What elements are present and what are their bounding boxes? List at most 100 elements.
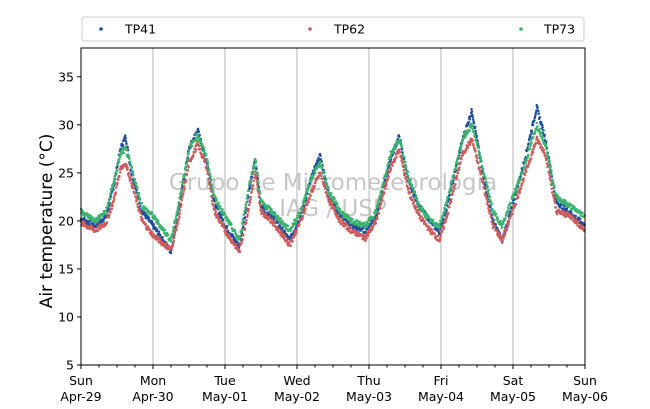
data-point xyxy=(413,191,417,194)
x-tick-date-label: May-04 xyxy=(418,389,464,404)
data-point xyxy=(379,202,383,206)
data-point xyxy=(385,168,389,171)
data-point xyxy=(491,208,494,212)
data-point xyxy=(319,154,322,158)
data-point xyxy=(410,183,414,187)
data-point xyxy=(238,250,242,254)
data-point xyxy=(382,181,386,184)
data-point xyxy=(251,167,255,170)
data-point xyxy=(400,158,404,162)
data-point xyxy=(243,216,247,219)
data-point xyxy=(241,238,244,241)
data-point xyxy=(365,237,368,240)
data-point xyxy=(545,147,548,151)
y-tick-label: 30 xyxy=(58,117,74,132)
data-point xyxy=(176,205,180,209)
data-point xyxy=(289,244,292,247)
data-point xyxy=(187,165,190,169)
data-point xyxy=(507,222,510,226)
data-point xyxy=(404,161,407,164)
data-point xyxy=(246,215,249,218)
data-point xyxy=(494,223,497,226)
data-point xyxy=(387,175,390,178)
data-point xyxy=(301,214,305,218)
data-point xyxy=(550,183,553,187)
data-point xyxy=(370,228,374,232)
data-point xyxy=(380,200,383,204)
data-point xyxy=(182,175,186,179)
data-point xyxy=(180,190,183,193)
data-point xyxy=(456,171,460,175)
data-point xyxy=(471,113,474,117)
data-point xyxy=(542,151,546,154)
data-point xyxy=(539,130,543,134)
data-point xyxy=(313,169,317,173)
data-point xyxy=(404,175,407,179)
data-point xyxy=(489,215,493,218)
data-point xyxy=(171,232,174,235)
data-point xyxy=(143,211,146,214)
data-point xyxy=(366,222,370,225)
data-point xyxy=(114,186,118,189)
series-TP73 xyxy=(79,121,586,243)
data-point xyxy=(375,210,378,214)
data-point xyxy=(136,203,139,206)
data-point xyxy=(121,143,125,147)
data-point xyxy=(298,223,301,226)
data-point xyxy=(362,233,366,236)
data-point xyxy=(402,165,405,169)
data-point xyxy=(177,217,180,221)
data-point xyxy=(404,165,408,169)
data-point xyxy=(222,224,226,228)
data-point xyxy=(520,182,524,186)
data-point xyxy=(223,212,227,216)
data-point xyxy=(411,186,415,190)
data-point xyxy=(141,218,144,221)
data-point xyxy=(258,189,262,193)
data-point xyxy=(403,163,407,167)
data-point xyxy=(372,223,375,227)
data-point xyxy=(486,203,490,207)
data-point xyxy=(234,243,238,246)
data-point xyxy=(519,175,522,178)
x-tick-date-label: May-06 xyxy=(562,389,608,404)
data-point xyxy=(198,144,201,148)
data-point xyxy=(574,218,578,221)
data-point xyxy=(196,127,200,131)
data-point xyxy=(240,230,243,233)
data-point xyxy=(546,154,549,157)
data-point xyxy=(470,107,473,111)
data-point xyxy=(450,179,454,183)
data-point xyxy=(306,188,310,192)
data-point xyxy=(137,191,141,195)
data-point xyxy=(171,242,175,246)
data-point xyxy=(212,203,215,207)
y-tick-label: 25 xyxy=(58,165,74,180)
data-point xyxy=(127,171,131,175)
data-point xyxy=(478,151,481,155)
data-point xyxy=(104,212,108,216)
data-point xyxy=(525,159,528,162)
data-point xyxy=(510,202,513,205)
series-points xyxy=(79,104,586,255)
data-point xyxy=(412,202,415,205)
data-point xyxy=(519,187,523,190)
data-point xyxy=(208,169,211,172)
data-point xyxy=(204,153,208,157)
data-point xyxy=(243,209,247,213)
data-point xyxy=(523,165,526,169)
data-point xyxy=(174,215,178,218)
data-point xyxy=(229,236,232,239)
data-point xyxy=(194,148,198,152)
data-point xyxy=(511,212,514,215)
data-point xyxy=(314,181,317,185)
legend-marker-TP41 xyxy=(99,27,103,31)
x-tick-day-label: Sat xyxy=(503,373,524,388)
data-point xyxy=(179,193,182,196)
data-point xyxy=(389,153,393,157)
data-point xyxy=(252,179,255,183)
data-point xyxy=(135,198,139,202)
data-point xyxy=(114,191,118,194)
data-point xyxy=(320,174,323,177)
data-point xyxy=(205,165,209,169)
